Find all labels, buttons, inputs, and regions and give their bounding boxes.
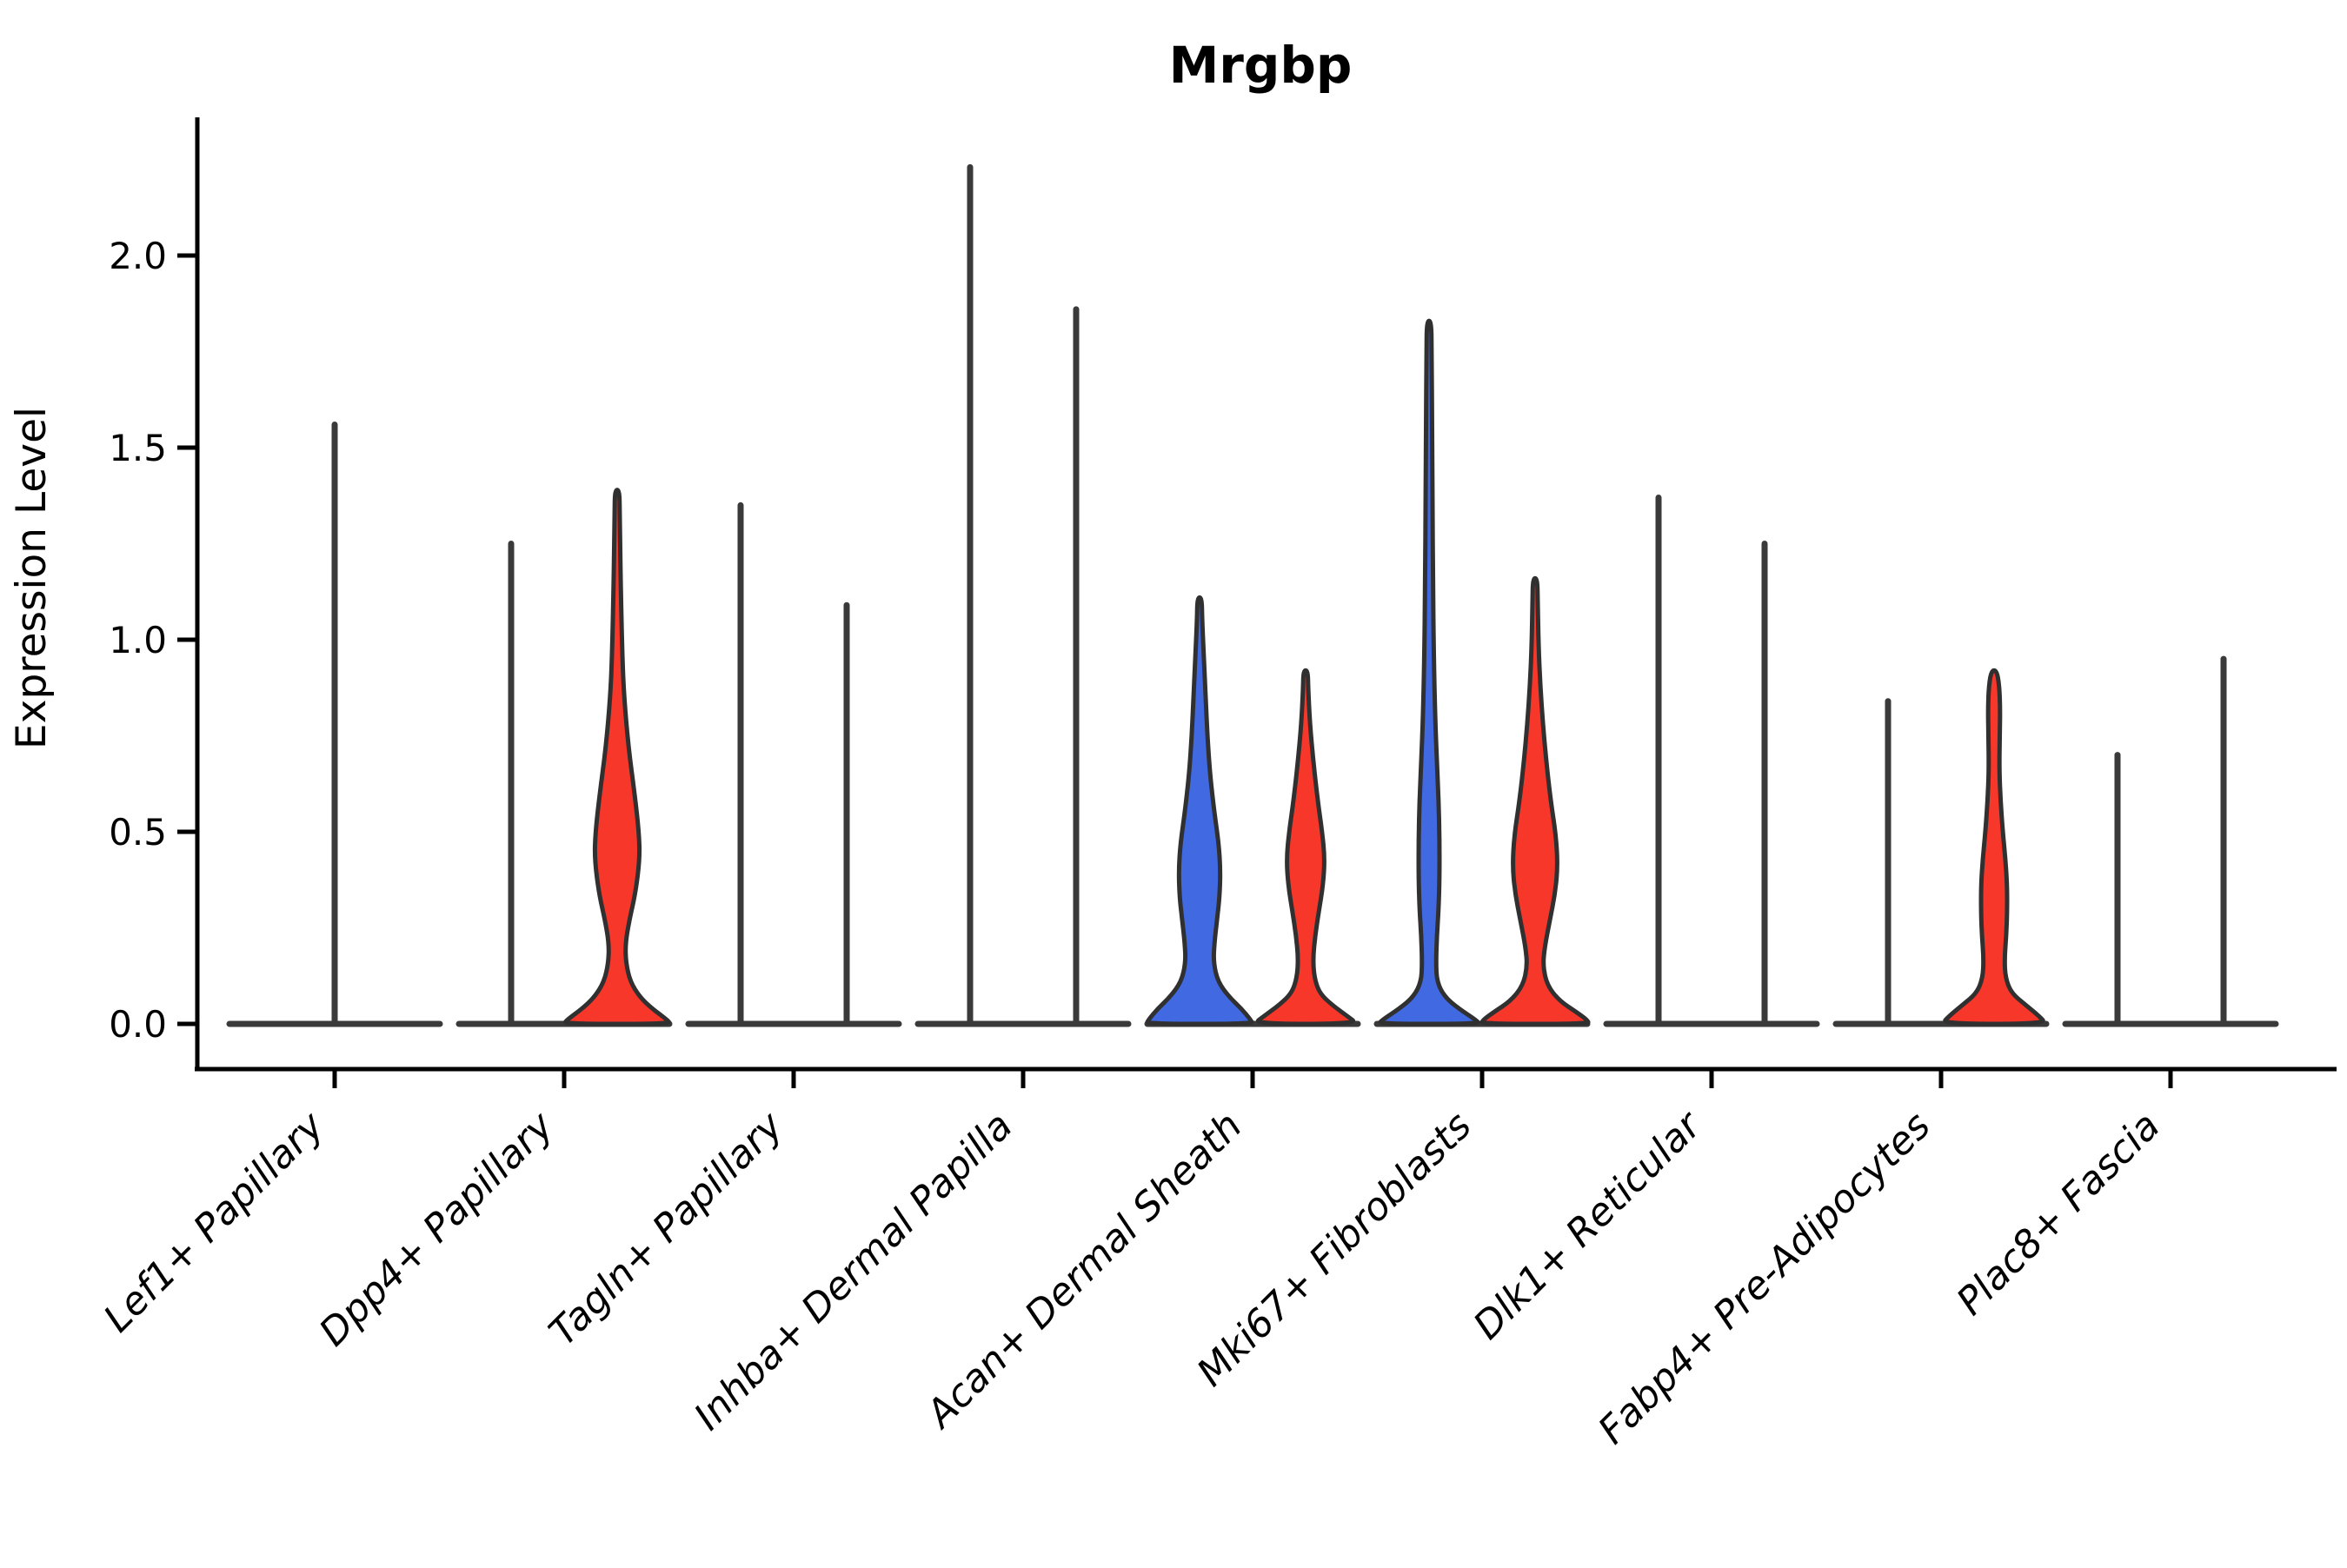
violin-shape (562, 488, 672, 1027)
y-tick-label: 1.0 (109, 619, 167, 661)
violin-shape (1378, 318, 1480, 1027)
violin-shape (1943, 668, 2045, 1027)
y-tick-label: 0.0 (109, 1003, 167, 1046)
x-tick-label: Lef1+ Papillary (96, 1103, 334, 1341)
violin-shape (1256, 668, 1355, 1027)
violin-shape (1145, 595, 1254, 1027)
x-tick-label: Dlk1+ Reticular (1465, 1102, 1711, 1348)
y-axis-label: Expression Level (8, 407, 56, 749)
y-tick-label: 1.5 (109, 427, 167, 469)
y-tick-label: 0.5 (109, 811, 167, 854)
x-tick-label: Tagln+ Papillary (541, 1103, 792, 1354)
violin-layer (226, 163, 2279, 1027)
y-tick-label: 2.0 (109, 235, 167, 277)
x-tick-label: Plac8+ Fascia (1948, 1104, 2168, 1324)
chart-title: Mrgbp (1169, 36, 1353, 95)
x-tick-label: Dpp4+ Papillary (311, 1103, 563, 1355)
violin-shape (1479, 575, 1591, 1027)
